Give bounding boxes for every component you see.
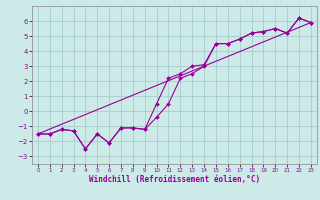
X-axis label: Windchill (Refroidissement éolien,°C): Windchill (Refroidissement éolien,°C) xyxy=(89,175,260,184)
